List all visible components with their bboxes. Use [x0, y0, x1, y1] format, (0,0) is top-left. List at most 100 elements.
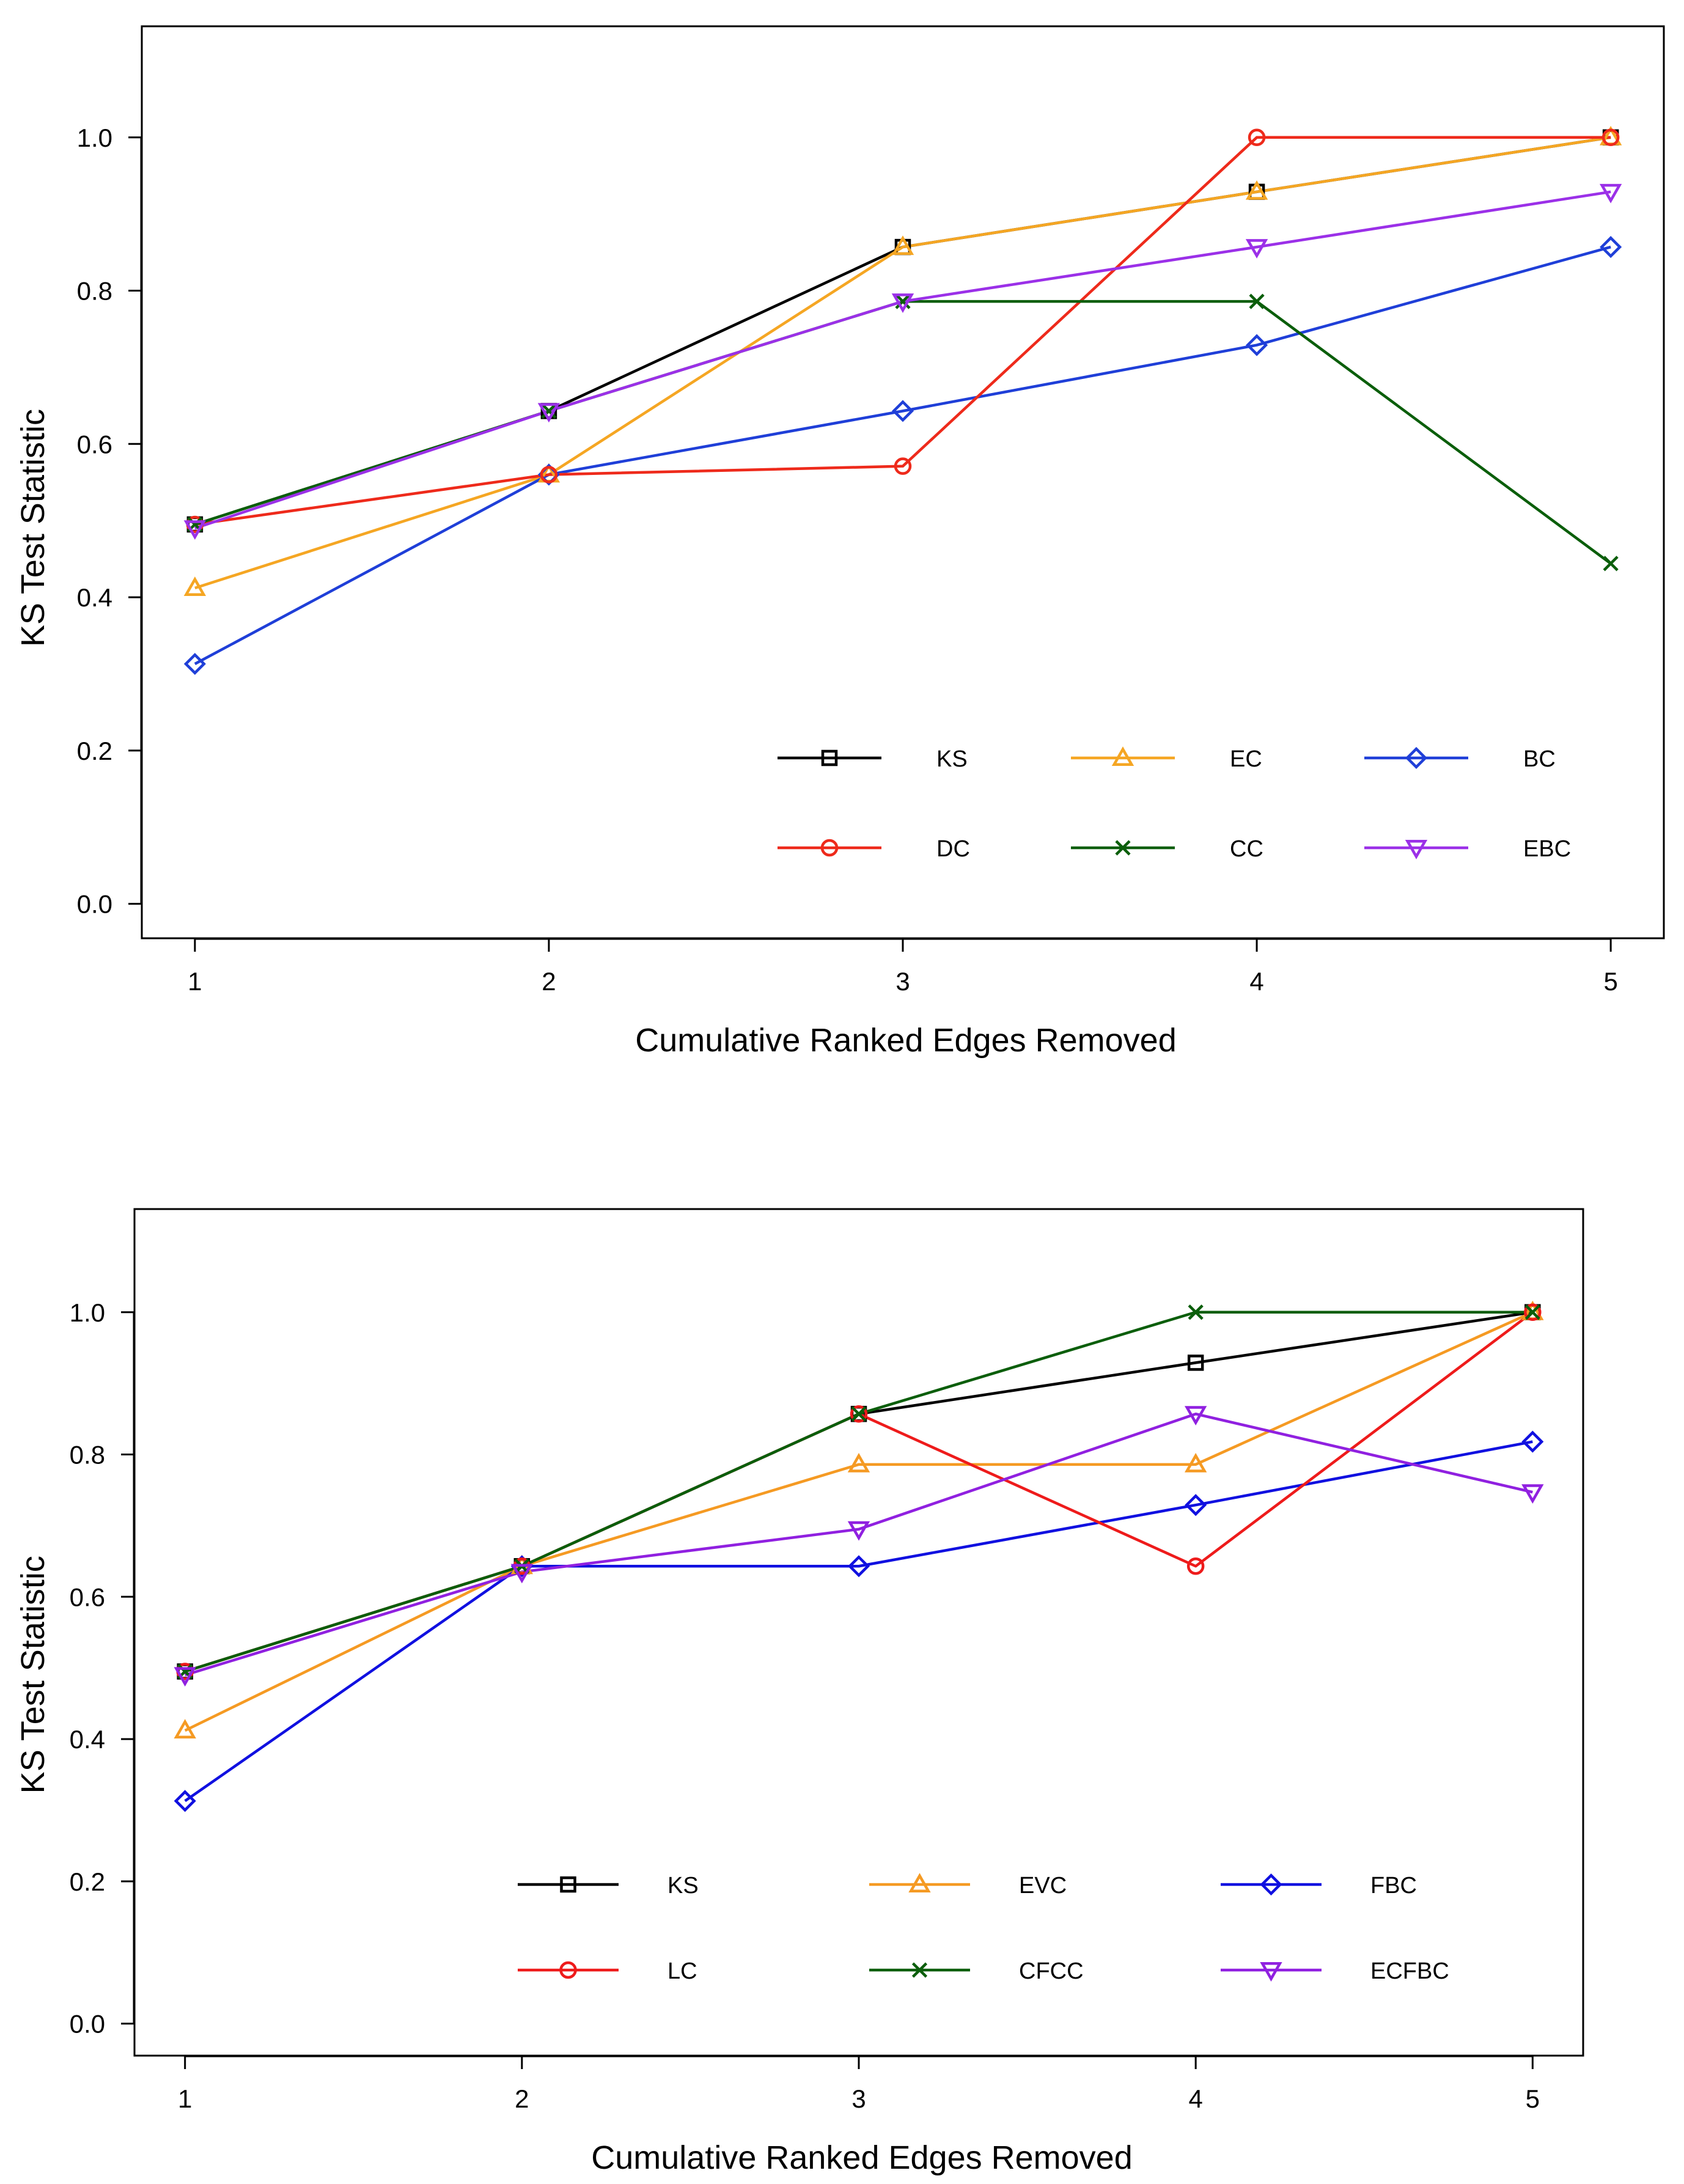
- data-point-fbc: [1521, 1430, 1544, 1453]
- x-tick-label: 4: [1188, 2084, 1202, 2113]
- data-point-dc: [1601, 128, 1620, 147]
- legend-label-ec: EC: [1230, 746, 1262, 772]
- y-tick-label: 1.0: [77, 123, 112, 152]
- legend-marker-cc: [1115, 840, 1131, 856]
- x-axis-title: Cumulative Ranked Edges Removed: [591, 2139, 1132, 2176]
- y-tick-label: 0.8: [77, 277, 112, 306]
- y-tick-label: 0.4: [70, 1725, 105, 1754]
- series-line-bc: [194, 245, 1611, 666]
- legend-label-cfcc: CFCC: [1019, 1958, 1084, 1984]
- legend-marker-ks: [821, 749, 838, 767]
- legend-label-cc: CC: [1230, 836, 1263, 862]
- x-tick-label: 2: [542, 967, 556, 996]
- legend-marker-ebc: [1405, 840, 1428, 859]
- data-point-lc: [1524, 1303, 1542, 1322]
- series-line-ks: [185, 1311, 1533, 1673]
- y-tick-label: 1.0: [70, 1298, 105, 1327]
- x-tick-label: 1: [178, 2084, 192, 2113]
- data-point-bc: [891, 400, 914, 422]
- data-point-ec: [1245, 180, 1268, 200]
- legend-label-ebc: EBC: [1523, 836, 1571, 862]
- x-tick-label: 5: [1526, 2084, 1540, 2113]
- data-point-ks: [1187, 1355, 1204, 1371]
- x-tick-label: 5: [1603, 967, 1617, 996]
- series-line-cfcc: [185, 1311, 1533, 1673]
- data-point-ebc: [1245, 239, 1268, 259]
- data-point-lc: [850, 1405, 868, 1423]
- y-tick-label: 0.6: [77, 430, 112, 458]
- data-point-cc: [541, 403, 557, 419]
- y-tick-label: 0.0: [70, 2010, 105, 2039]
- legend-marker-bc: [1405, 746, 1428, 770]
- data-point-bc: [183, 653, 206, 675]
- data-point-fbc: [174, 1790, 196, 1812]
- chart-bottom: 1 2 3 4 5 0.0 0.2 0.4 0.6 0.8 1.0 Cumulative Ranked…: [15, 1208, 1584, 2176]
- data-point-cc: [895, 293, 911, 309]
- data-point-ecfbc: [847, 1521, 870, 1541]
- series-line-evc: [184, 1311, 1534, 1732]
- series-line-ec: [194, 136, 1611, 590]
- legend-label-ks: KS: [667, 1873, 699, 1899]
- legend-label-ecfbc: ECFBC: [1370, 1958, 1449, 1984]
- legend-label-dc: DC: [936, 836, 970, 862]
- legend-marker-cfcc: [911, 1962, 928, 1978]
- data-point-cc: [1603, 556, 1619, 572]
- legend-label-fbc: FBC: [1370, 1873, 1417, 1899]
- legend: KS EVC FBC LC CFCC ECFBC: [518, 1873, 1449, 1984]
- legend-marker-ks: [560, 1876, 576, 1893]
- x-tick-label: 2: [515, 2084, 529, 2113]
- chart-top: 1 2 3 4 5 0.0 0.2 0.4 0.6 0.8 1.0 Cumulative Ranked…: [15, 25, 1665, 1059]
- data-point-ebc: [183, 520, 207, 540]
- data-point-ecfbc: [174, 1667, 196, 1687]
- data-point-cfcc: [1524, 1304, 1540, 1320]
- data-point-ebc: [537, 403, 561, 423]
- y-axis-title: KS Test Statistic: [15, 1556, 51, 1793]
- data-point-lc: [1186, 1557, 1205, 1575]
- legend-marker-lc: [559, 1961, 577, 1979]
- series-line-fbc: [184, 1440, 1533, 1803]
- legend-marker-ec: [1111, 746, 1134, 766]
- y-axis-title: KS Test Statistic: [15, 409, 51, 647]
- legend-label-bc: BC: [1523, 746, 1556, 772]
- series-line-dc: [194, 136, 1611, 526]
- data-point-ebc: [1599, 183, 1622, 204]
- legend-marker-evc: [908, 1873, 931, 1892]
- y-tick-label: 0.0: [77, 890, 112, 919]
- data-point-cfcc: [1188, 1304, 1204, 1320]
- x-tick-label: 3: [895, 967, 910, 996]
- data-point-bc: [1246, 334, 1268, 356]
- data-point-dc: [894, 457, 912, 475]
- data-point-ecfbc: [1184, 1406, 1207, 1426]
- x-tick-label: 3: [851, 2084, 866, 2113]
- data-point-evc: [1184, 1452, 1207, 1473]
- data-point-evc: [847, 1452, 870, 1473]
- data-point-ec: [183, 576, 207, 596]
- legend-label-lc: LC: [667, 1958, 697, 1984]
- legend-marker-ecfbc: [1260, 1962, 1282, 1982]
- data-point-fbc: [1185, 1494, 1207, 1517]
- data-point-ecfbc: [1521, 1484, 1544, 1504]
- series-line-cc: [194, 300, 1612, 565]
- data-point-cfcc: [851, 1406, 867, 1422]
- legend-marker-dc: [820, 839, 839, 857]
- data-point-ebc: [891, 293, 914, 313]
- y-tick-label: 0.4: [77, 583, 112, 612]
- series-line-ecfbc: [185, 1412, 1533, 1677]
- data-point-evc: [174, 1719, 196, 1739]
- x-axis-title: Cumulative Ranked Edges Removed: [635, 1022, 1176, 1059]
- y-tick-label: 0.2: [77, 737, 112, 765]
- y-tick-label: 0.8: [70, 1441, 105, 1469]
- y-tick-label: 0.2: [70, 1867, 105, 1896]
- data-point-ec: [891, 235, 914, 256]
- data-point-cc: [1249, 293, 1265, 309]
- y-tick-label: 0.6: [70, 1583, 105, 1611]
- series-line-lc: [185, 1311, 1534, 1673]
- data-point-dc: [540, 466, 558, 483]
- data-point-dc: [1248, 128, 1266, 147]
- legend: KS EC BC DC CC EBC: [778, 746, 1571, 862]
- legend-marker-fbc: [1260, 1873, 1282, 1896]
- series-line-ebc: [194, 190, 1611, 530]
- legend-label-evc: EVC: [1019, 1873, 1067, 1899]
- data-point-fbc: [847, 1555, 870, 1578]
